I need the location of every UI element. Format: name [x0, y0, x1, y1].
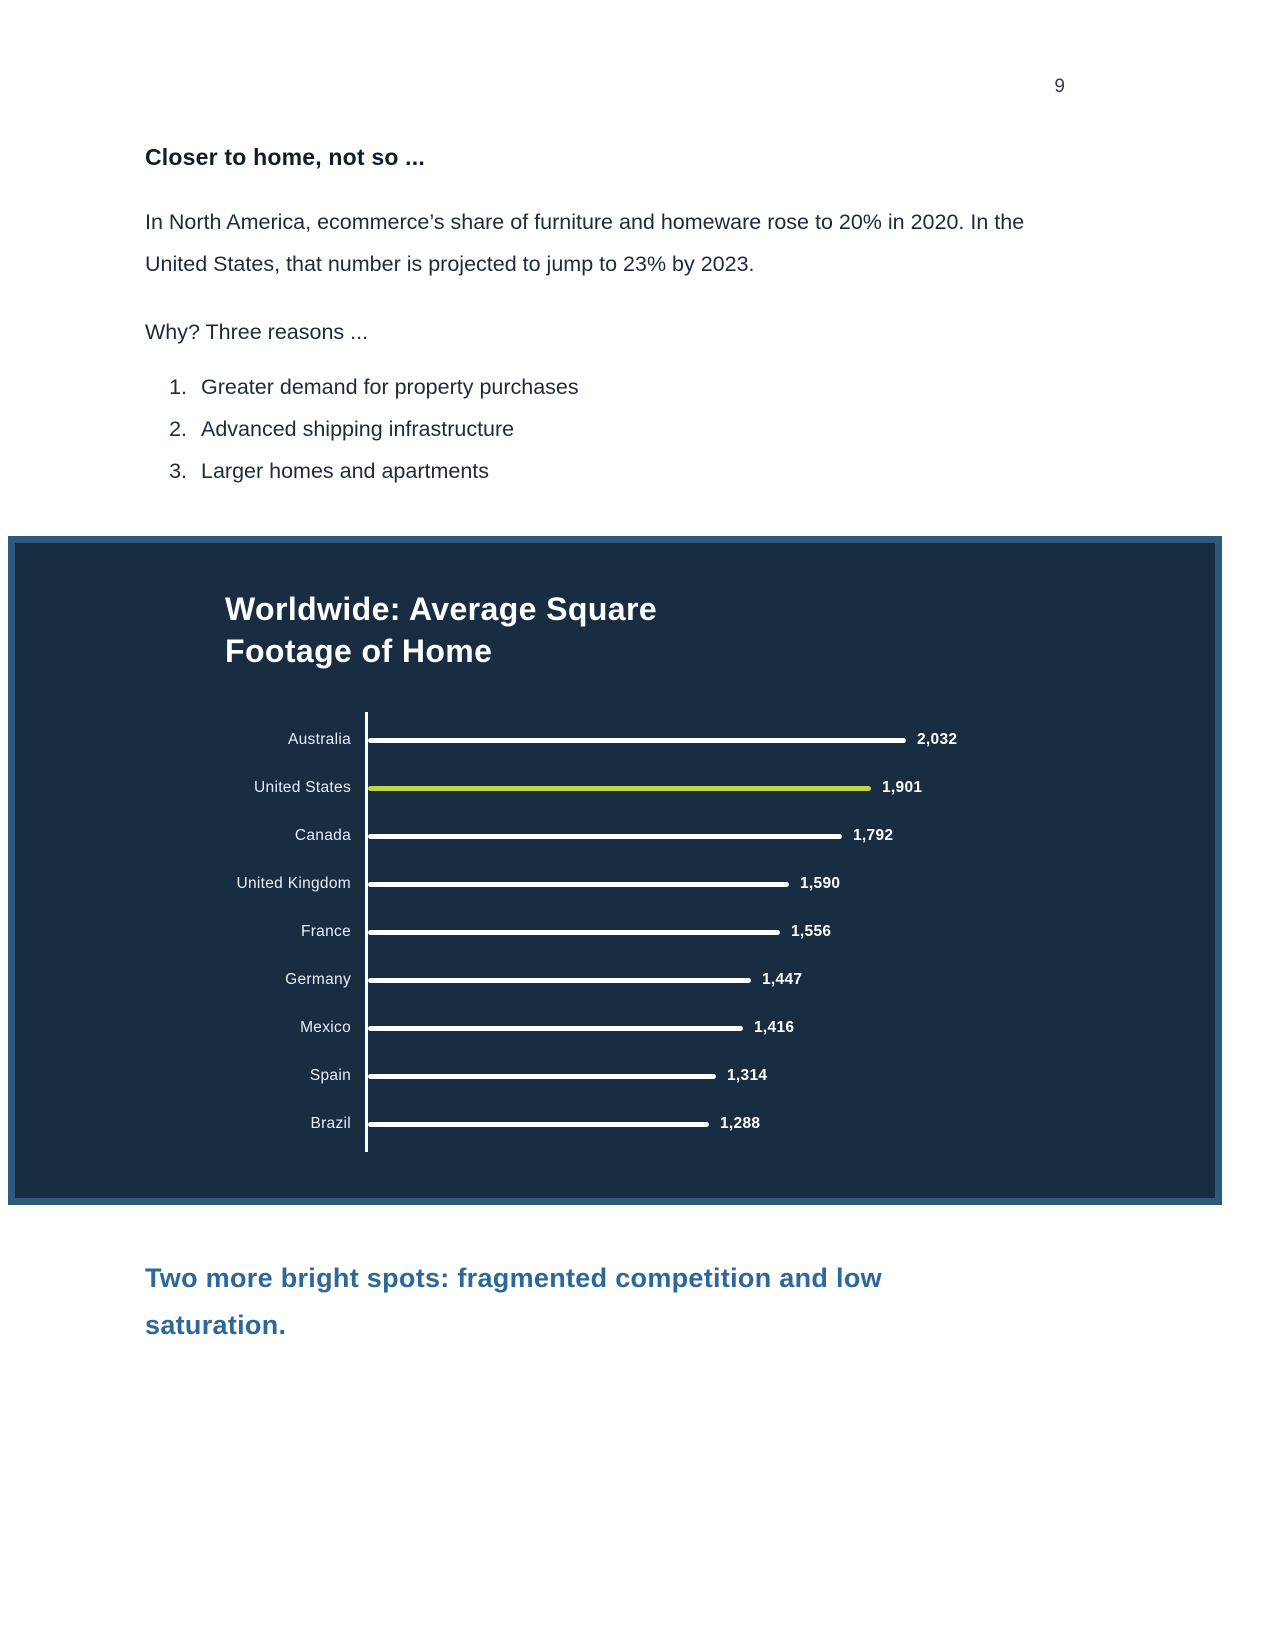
chart-bar — [368, 929, 780, 935]
chart-row: Mexico 1,416 — [30, 1004, 1185, 1052]
chart-bar-wrap: 1,556 — [368, 923, 831, 941]
chart-category-label: Germany — [285, 971, 351, 989]
list-item-text: Greater demand for property purchases — [201, 375, 579, 399]
list-item-text: Larger homes and apartments — [201, 459, 490, 483]
chart-value-label: 1,590 — [800, 875, 841, 893]
chart-category-label: Canada — [294, 827, 351, 845]
closing-heading: Two more bright spots: fragmented compet… — [145, 1263, 882, 1341]
chart-bar-wrap: 1,901 — [368, 779, 922, 797]
chart-category-label: Mexico — [300, 1019, 351, 1037]
chart-bar — [368, 977, 751, 983]
chart-panel: Worldwide: Average Square Footage of Hom… — [8, 536, 1222, 1206]
chart-value-label: 1,556 — [791, 923, 832, 941]
chart-bar-wrap: 1,314 — [368, 1067, 767, 1085]
chart-bar — [368, 833, 842, 839]
chart-value-label: 2,032 — [917, 731, 958, 749]
list-item: Greater demand for property purchases — [193, 375, 1065, 400]
chart-row: Brazil 1,288 — [30, 1100, 1185, 1148]
chart-value-label: 1,288 — [720, 1115, 761, 1133]
chart-bar — [368, 1121, 709, 1127]
chart-row: France 1,556 — [30, 908, 1185, 956]
chart-bar-wrap: 1,288 — [368, 1115, 760, 1133]
chart-bar — [368, 737, 906, 743]
chart-row: United States 1,901 — [30, 764, 1185, 812]
chart-category-label: United States — [254, 779, 351, 797]
chart-bar-wrap: 2,032 — [368, 731, 957, 749]
chart-bar — [368, 785, 871, 791]
chart-value-label: 1,314 — [727, 1067, 768, 1085]
list-item: Larger homes and apartments — [193, 459, 1065, 484]
chart-row: Canada 1,792 — [30, 812, 1185, 860]
chart-value-label: 1,901 — [882, 779, 923, 797]
chart-bar — [368, 1025, 743, 1031]
chart-bar-wrap: 1,447 — [368, 971, 802, 989]
chart-row: Australia 2,032 — [30, 716, 1185, 764]
page-number: 9 — [1054, 76, 1065, 97]
why-line: Why? Three reasons ... — [145, 320, 369, 344]
chart-category-label: United Kingdom — [236, 875, 351, 893]
chart-row: Spain 1,314 — [30, 1052, 1185, 1100]
chart-bar-wrap: 1,416 — [368, 1019, 794, 1037]
chart-title: Worldwide: Average Square Footage of Hom… — [225, 591, 658, 669]
chart-row: United Kingdom 1,590 — [30, 860, 1185, 908]
bar-chart-body: Australia 2,032 United States 1,901 Canada 1,… — [30, 712, 1185, 1153]
chart-category-label: France — [300, 923, 351, 941]
intro-paragraph: In North America, ecommerce’s share of f… — [145, 210, 1025, 276]
chart-bar-wrap: 1,792 — [368, 827, 893, 845]
list-item-text: Advanced shipping infrastructure — [201, 417, 515, 441]
chart-bar — [368, 881, 789, 887]
chart-bar-wrap: 1,590 — [368, 875, 840, 893]
chart-bar — [368, 1073, 716, 1079]
chart-value-label: 1,416 — [754, 1019, 795, 1037]
chart-category-label: Brazil — [310, 1115, 351, 1133]
section-heading: Closer to home, not so ... — [145, 144, 425, 170]
page-content: 9 Closer to home, not so ... In North Am… — [145, 0, 1065, 484]
reasons-list: Greater demand for property purchases Ad… — [145, 375, 1065, 484]
chart-value-label: 1,792 — [853, 827, 894, 845]
chart-value-label: 1,447 — [762, 971, 803, 989]
chart-category-label: Australia — [287, 731, 351, 749]
chart-row: Germany 1,447 — [30, 956, 1185, 1004]
chart-category-label: Spain — [309, 1067, 351, 1085]
list-item: Advanced shipping infrastructure — [193, 417, 1065, 442]
